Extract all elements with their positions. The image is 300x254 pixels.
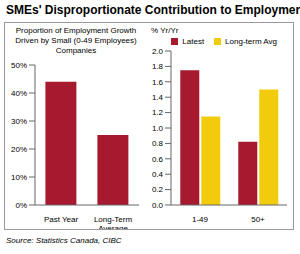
html-text:Long-term Avg: Long-term Avg	[225, 37, 277, 46]
html-text:Source: Statistics Canada, CIB: Source: Statistics Canada, CIBC	[6, 236, 122, 245]
svg-text:Long-TermAverage: Long-TermAverage	[94, 215, 133, 229]
svg-text:Past Year: Past Year	[44, 215, 79, 224]
svg-text:30%: 30%	[11, 117, 27, 126]
svg-text:10%: 10%	[11, 173, 27, 182]
svg-text:1.2: 1.2	[152, 108, 164, 117]
svg-text:0.6: 0.6	[152, 155, 164, 164]
svg-text:50%: 50%	[11, 61, 27, 70]
svg-text:2.0: 2.0	[152, 47, 164, 56]
svg-text:0.4: 0.4	[152, 170, 164, 179]
svg-text:1.8: 1.8	[152, 62, 164, 71]
svg-text:0.2: 0.2	[152, 185, 164, 194]
svg-text:1.4: 1.4	[152, 93, 164, 102]
svg-text:1-49: 1-49	[192, 215, 209, 224]
svg-text:0.0: 0.0	[152, 201, 164, 210]
svg-text:1.6: 1.6	[152, 78, 164, 87]
svg-text:20%: 20%	[11, 145, 27, 154]
html-text:Latest: Latest	[182, 37, 205, 46]
svg-text:1.0: 1.0	[152, 124, 164, 133]
svg-text:0.8: 0.8	[152, 139, 164, 148]
html-text:% Yr/Yr: % Yr/Yr	[151, 26, 179, 35]
svg-text:40%: 40%	[11, 89, 27, 98]
html-text:Proportion of Employment Growt: Proportion of Employment Growth Driven b…	[15, 26, 137, 55]
svg-text:50+: 50+	[251, 215, 265, 224]
svg-text:0%: 0%	[15, 201, 27, 210]
